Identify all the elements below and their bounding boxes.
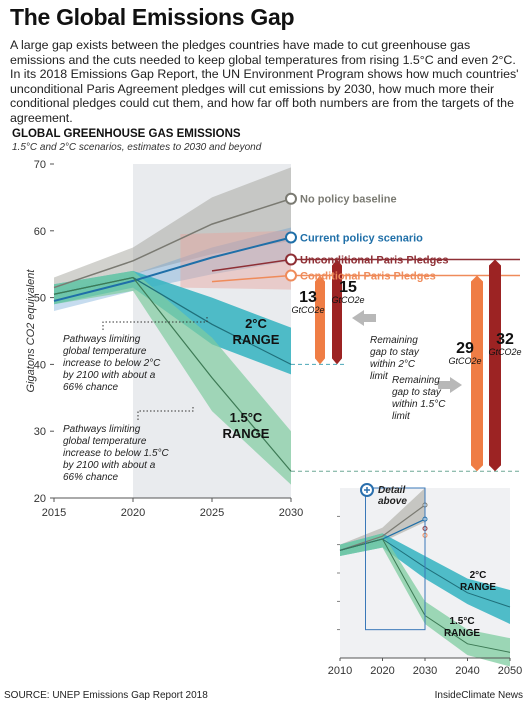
gap-unit: GtCO2e bbox=[291, 305, 324, 315]
pathway-2c-note: 66% chance bbox=[63, 382, 118, 393]
y-tick-label: 20 bbox=[34, 493, 46, 505]
publisher-credit: InsideClimate News bbox=[434, 690, 523, 701]
gap-bar-2c-conditional bbox=[315, 275, 325, 365]
pledge-band bbox=[180, 230, 291, 290]
gap-unit: GtCO2e bbox=[488, 347, 521, 357]
gap-bar-15c-unconditional bbox=[489, 259, 501, 472]
x-tick-label: 2015 bbox=[42, 507, 66, 519]
pathway-15c-note: 66% chance bbox=[63, 472, 118, 483]
series-line-unconditional bbox=[211, 258, 292, 272]
gap-15c-note: Remaining bbox=[392, 375, 440, 386]
series-label-conditional: Conditional Paris Pledges bbox=[300, 271, 436, 283]
range-label-2c: RANGE bbox=[233, 332, 280, 347]
series-label-current: Current policy scenario bbox=[300, 232, 423, 244]
gap-unit: GtCO2e bbox=[331, 295, 364, 305]
series-line-current bbox=[53, 236, 292, 302]
series-line-baseline bbox=[53, 198, 292, 289]
gap-bar-15c-conditional bbox=[471, 275, 483, 472]
gap-bar-2c-unconditional bbox=[332, 259, 342, 365]
inset-detail-label: above bbox=[378, 496, 407, 507]
inset-x-tick-label: 2020 bbox=[370, 665, 394, 677]
intro-paragraph: A large gap exists between the pledges c… bbox=[10, 38, 519, 125]
y-axis-label: Gigatons CO2 equivalent bbox=[25, 269, 37, 393]
gap-value: 32 bbox=[496, 331, 514, 348]
gap-15c-note: limit bbox=[392, 411, 411, 422]
gap-value: 29 bbox=[456, 340, 474, 357]
end-marker-baseline bbox=[285, 192, 297, 205]
inset-x-tick-label: 2010 bbox=[328, 665, 352, 677]
y-tick-label: 40 bbox=[34, 359, 46, 371]
series-label-unconditional: Unconditional Paris Pledges bbox=[300, 255, 449, 267]
inset-x-tick-label: 2040 bbox=[455, 665, 479, 677]
inset-15c-label: RANGE bbox=[444, 628, 480, 639]
pathway-2c-note: by 2100 with about a bbox=[63, 370, 156, 381]
page-title: The Global Emissions Gap bbox=[10, 4, 295, 30]
one-five-degree-band bbox=[54, 270, 291, 485]
inset-2c-label: RANGE bbox=[460, 582, 496, 593]
x-tick-label: 2020 bbox=[121, 507, 145, 519]
source-note: SOURCE: UNEP Emissions Gap Report 2018 bbox=[4, 690, 208, 701]
pathway-2c-leader bbox=[102, 317, 208, 330]
two-degree-band bbox=[54, 270, 291, 375]
pathway-15c-note: Pathways limiting bbox=[63, 424, 141, 435]
y-tick-label: 50 bbox=[34, 293, 46, 305]
gap-2c-note: within 2°C bbox=[370, 359, 416, 370]
gap-value: 13 bbox=[299, 289, 317, 306]
y-tick-label: 70 bbox=[34, 159, 46, 171]
pathway-2c-note: Pathways limiting bbox=[63, 334, 141, 345]
range-label-15c: RANGE bbox=[223, 426, 270, 441]
plot-background bbox=[54, 164, 133, 498]
inset-15c-label: 1.5°C bbox=[449, 616, 474, 627]
pathway-15c-note: by 2100 with about a bbox=[63, 460, 156, 471]
gap-2c-note: gap to stay bbox=[370, 347, 420, 358]
end-marker-current bbox=[285, 231, 297, 244]
series-label-baseline: No policy baseline bbox=[300, 194, 397, 206]
gap-15c-note: within 1.5°C bbox=[392, 399, 446, 410]
gap-unit: GtCO2e bbox=[448, 356, 481, 366]
baseline-band bbox=[54, 167, 291, 298]
inset-2c-label: 2°C bbox=[470, 570, 487, 581]
end-marker-conditional bbox=[285, 269, 297, 282]
pathway-15c-leader bbox=[137, 406, 194, 420]
end-marker-unconditional bbox=[285, 253, 297, 266]
range-label-15c: 1.5°C bbox=[230, 410, 263, 425]
inset-baseline-line bbox=[339, 504, 426, 551]
range-label-2c: 2°C bbox=[245, 316, 267, 331]
pathway-2c-note: global temperature bbox=[63, 346, 147, 357]
chart-subtitle: 1.5°C and 2°C scenarios, estimates to 20… bbox=[12, 142, 262, 153]
inset-detail-label: Detail bbox=[378, 485, 405, 496]
gap-2c-arrow-icon bbox=[352, 310, 376, 326]
pathway-15c-note: increase to below 1.5°C bbox=[63, 448, 170, 459]
gap-15c-note: gap to stay bbox=[392, 387, 442, 398]
pathway-2c-note: increase to below 2°C bbox=[63, 358, 161, 369]
inset-x-tick-label: 2050 bbox=[498, 665, 522, 677]
x-tick-label: 2030 bbox=[279, 507, 303, 519]
gap-15c-arrow-icon bbox=[438, 377, 462, 393]
gap-value: 15 bbox=[339, 279, 357, 296]
y-tick-label: 30 bbox=[34, 426, 46, 438]
inset-detail-box bbox=[365, 487, 426, 631]
inset-x-tick-label: 2030 bbox=[413, 665, 437, 677]
x-tick-label: 2025 bbox=[200, 507, 224, 519]
gap-2c-note: Remaining bbox=[370, 335, 418, 346]
pathway-15c-note: global temperature bbox=[63, 436, 147, 447]
y-tick-label: 60 bbox=[34, 226, 46, 238]
range-line-1 bbox=[53, 276, 292, 472]
chart-title: GLOBAL GREENHOUSE GAS EMISSIONS bbox=[12, 128, 241, 140]
gap-2c-note: limit bbox=[370, 371, 389, 382]
series-line-conditional bbox=[211, 274, 292, 283]
inset-15c-band bbox=[340, 533, 510, 667]
